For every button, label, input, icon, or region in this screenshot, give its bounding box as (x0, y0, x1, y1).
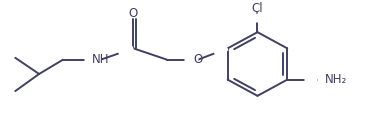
Text: NH: NH (92, 53, 109, 66)
Text: Cl: Cl (251, 2, 263, 15)
Text: NH₂: NH₂ (325, 73, 347, 86)
Text: O: O (129, 7, 138, 20)
Text: O: O (193, 53, 202, 66)
